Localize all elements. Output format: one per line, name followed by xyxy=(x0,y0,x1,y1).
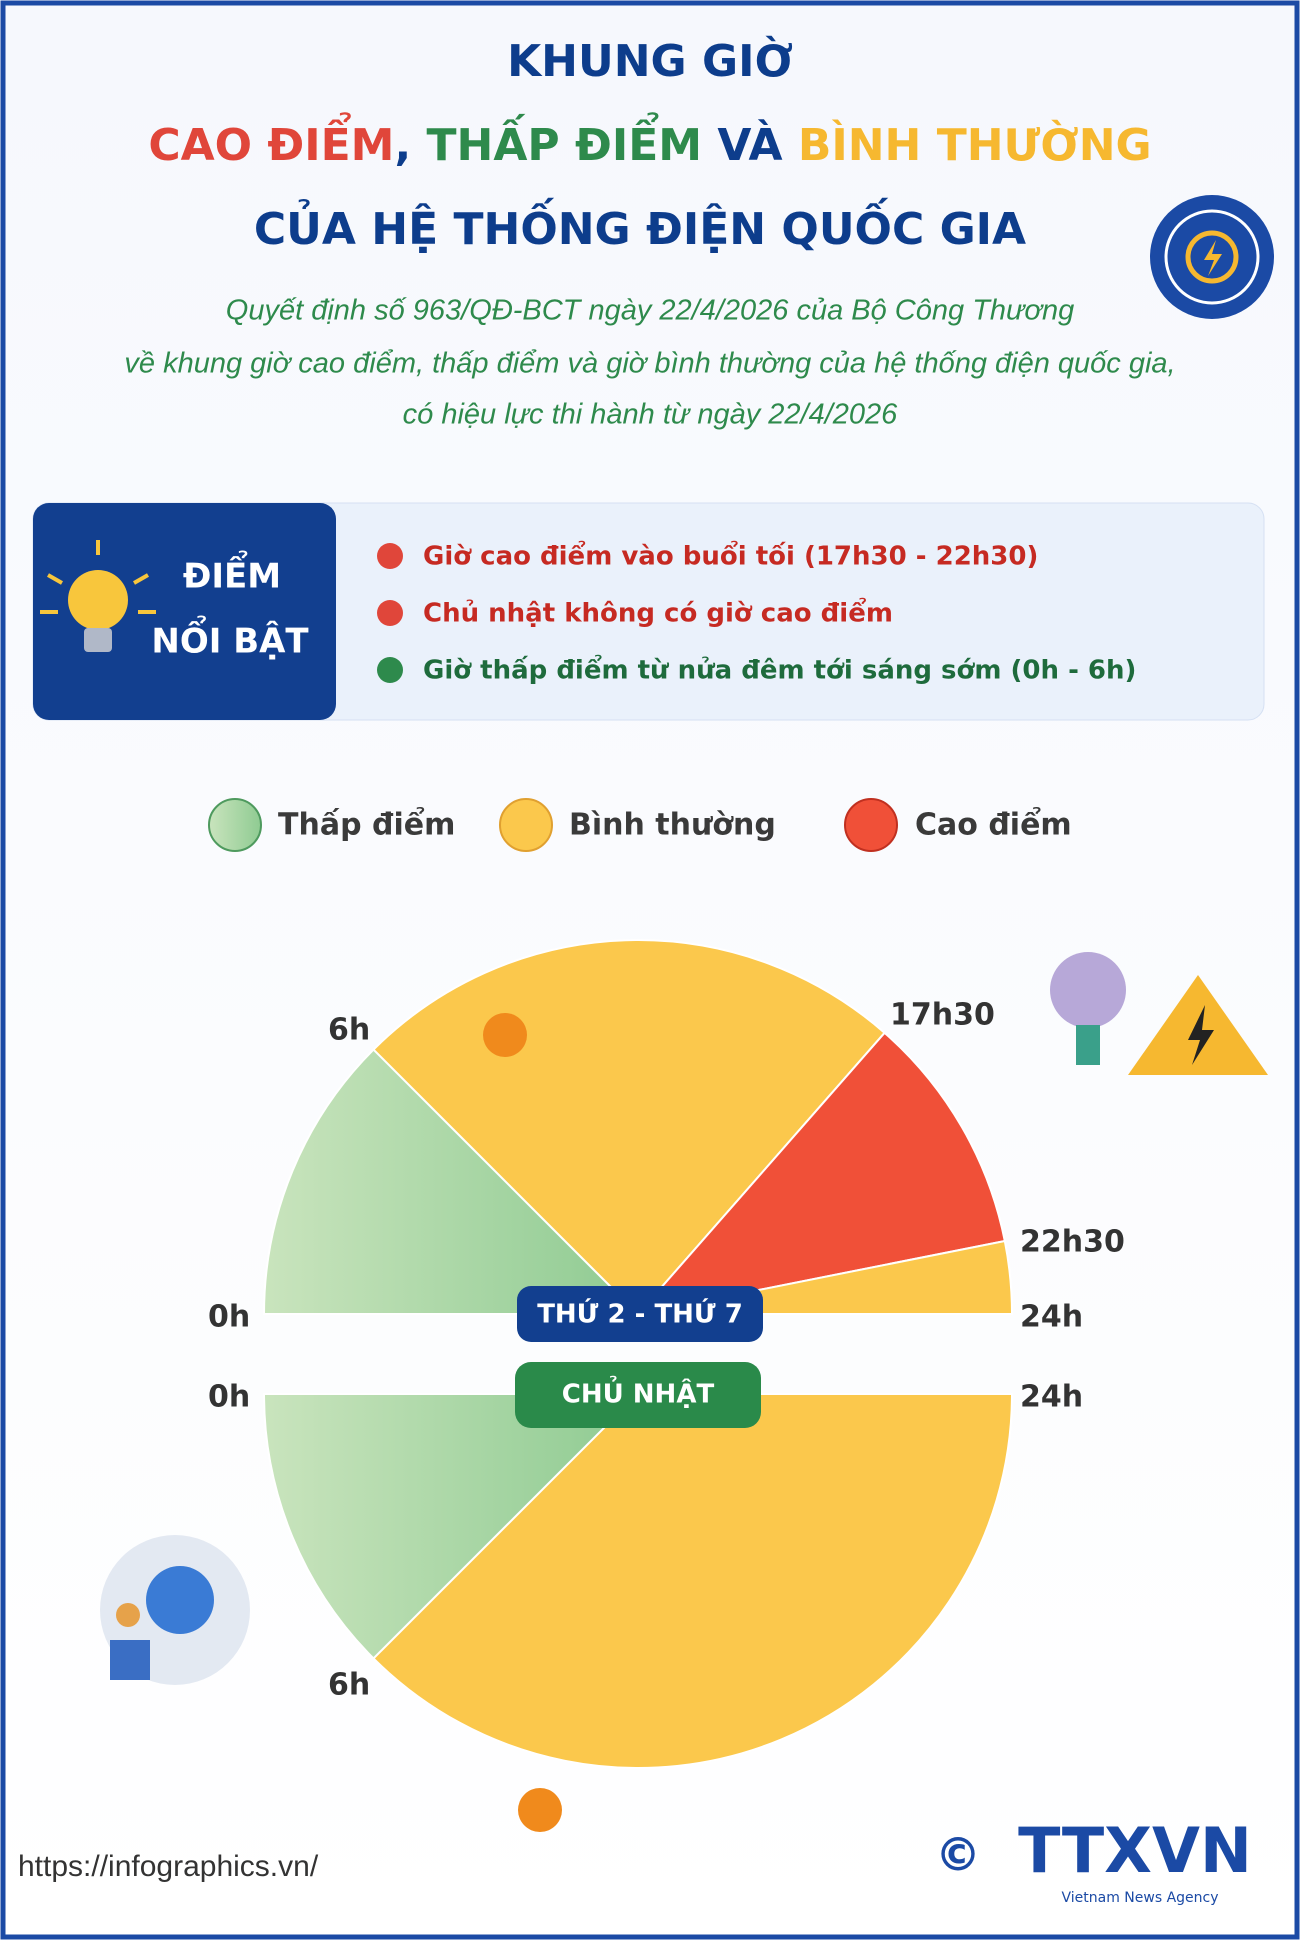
title-normal: BÌNH THƯỜNG xyxy=(798,118,1152,171)
title-and: VÀ xyxy=(702,118,798,171)
bulb-warning-icon xyxy=(1050,952,1268,1075)
title-line1: KHUNG GIỜ xyxy=(507,34,793,87)
sunday-label: CHỦ NHẬT xyxy=(562,1374,715,1410)
footer-url: https://infographics.vn/ xyxy=(18,1850,319,1883)
highlight-item: Giờ thấp điểm từ nửa đêm tới sáng sớm (0… xyxy=(423,653,1136,686)
clock-charts xyxy=(262,939,1014,1832)
title-sep: , xyxy=(394,120,426,171)
subtitle: Quyết định số 963/QĐ-BCT ngày 22/4/2026 … xyxy=(226,295,1074,327)
subtitle: có hiệu lực thi hành từ ngày 22/4/2026 xyxy=(403,399,899,431)
sunday-label-box xyxy=(515,1362,761,1428)
weekday-label: THỨ 2 - THỨ 7 xyxy=(537,1298,743,1330)
clock-icon xyxy=(1150,195,1274,319)
logo: TTXVN xyxy=(1018,1814,1252,1887)
legend-swatch xyxy=(844,798,898,852)
highlight-item: Chủ nhật không có giờ cao điểm xyxy=(423,596,893,629)
meter-icon xyxy=(100,1535,250,1685)
low-wedge xyxy=(262,1048,641,1315)
hour-label: 0h xyxy=(208,1300,250,1335)
normal-wedge xyxy=(372,1393,1014,1769)
legend-swatch xyxy=(499,798,553,852)
title-low: THẤP ĐIỂM xyxy=(427,111,703,171)
hour-label: 24h xyxy=(1020,1380,1083,1415)
low-wedge xyxy=(262,1393,641,1660)
legend-label: Cao điểm xyxy=(915,807,1072,843)
logo-subtitle: Vietnam News Agency xyxy=(1061,1890,1218,1906)
check-icon xyxy=(377,657,403,683)
hour-label: 6h xyxy=(328,1013,370,1048)
subtitle: về khung giờ cao điểm, thấp điểm và giờ … xyxy=(124,348,1175,380)
highlight-item: Giờ cao điểm vào buổi tối (17h30 - 22h30… xyxy=(423,539,1038,572)
check-icon xyxy=(377,543,403,569)
hour-label: 24h xyxy=(1020,1300,1083,1335)
hour-label: 6h xyxy=(328,1668,370,1703)
highlight-label-box xyxy=(33,503,336,720)
title-peak: CAO ĐIỂM xyxy=(148,111,394,171)
weekday-label-box xyxy=(517,1286,763,1342)
cross-icon xyxy=(377,600,403,626)
hour-label: 0h xyxy=(208,1380,250,1415)
hour-label: 17h30 xyxy=(890,998,995,1033)
title-line3: CỦA HỆ THỐNG ĐIỆN QUỐC GIA xyxy=(254,197,1026,255)
hour-label: 22h30 xyxy=(1020,1225,1125,1260)
sun-icon xyxy=(483,1013,527,1057)
bulb-icon xyxy=(40,540,156,652)
legend-label: Thấp điểm xyxy=(278,807,455,843)
legend-label: Bình thường xyxy=(569,808,776,843)
title-line2: CAO ĐIỂM, THẤP ĐIỂM VÀ BÌNH THƯỜNG xyxy=(148,111,1151,171)
peak-wedge xyxy=(635,1031,1006,1316)
highlight-label: NỔI BẬT xyxy=(151,615,309,662)
legend-swatch xyxy=(208,798,262,852)
copyright: © xyxy=(935,1828,981,1882)
sun-icon xyxy=(518,1788,562,1832)
highlight-label: ĐIỂM xyxy=(183,551,281,597)
